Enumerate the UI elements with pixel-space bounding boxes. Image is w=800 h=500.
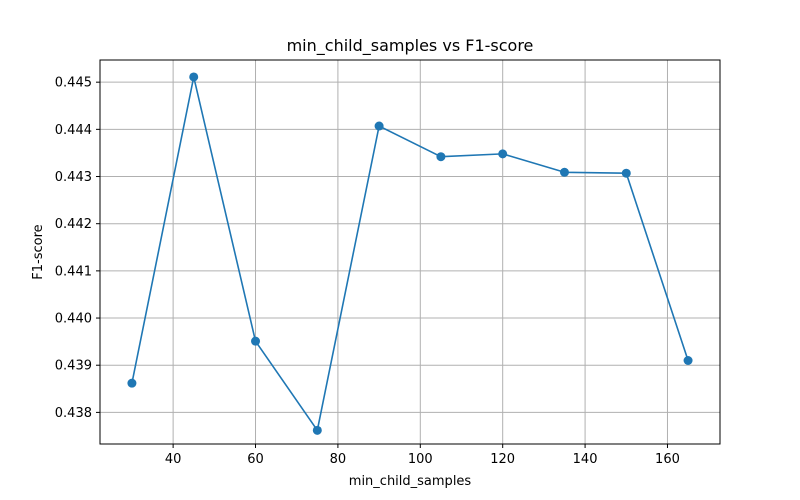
y-tick-label: 0.439 (55, 359, 92, 374)
series-line (131, 76, 689, 432)
y-tick-label: 0.445 (55, 76, 92, 91)
ticks: 40 60 80 100 120 140 160 0.438 0.439 0.440 0.441 0.… (55, 76, 680, 467)
y-tick-label: 0.444 (55, 123, 92, 138)
x-axis-label: min_child_samples (349, 474, 472, 489)
y-tick-label: 0.442 (55, 217, 92, 232)
x-tick-label: 80 (330, 452, 347, 467)
data-point (498, 149, 508, 159)
data-point (436, 152, 446, 162)
y-tick-label: 0.438 (55, 406, 92, 421)
x-tick-label: 60 (247, 452, 264, 467)
x-tick-label: 40 (165, 452, 182, 467)
data-point (683, 356, 693, 366)
x-tick-label: 140 (573, 452, 598, 467)
axes-frame (99, 59, 721, 445)
x-tick-label: 120 (490, 452, 515, 467)
grid (100, 60, 720, 444)
data-point (312, 425, 322, 435)
y-tick-label: 0.443 (55, 170, 92, 185)
chart-title: min_child_samples vs F1-score (287, 36, 534, 56)
y-axis-label: F1-score (31, 224, 46, 279)
data-point (251, 336, 261, 346)
data-point (127, 378, 137, 388)
y-tick-label: 0.441 (55, 264, 92, 279)
data-point (374, 121, 384, 131)
data-point (621, 168, 631, 178)
data-point (559, 167, 569, 177)
series-layer (127, 72, 693, 435)
y-tick-label: 0.440 (55, 312, 92, 327)
data-point (189, 72, 199, 82)
x-tick-label: 160 (655, 452, 680, 467)
x-tick-label: 100 (408, 452, 433, 467)
